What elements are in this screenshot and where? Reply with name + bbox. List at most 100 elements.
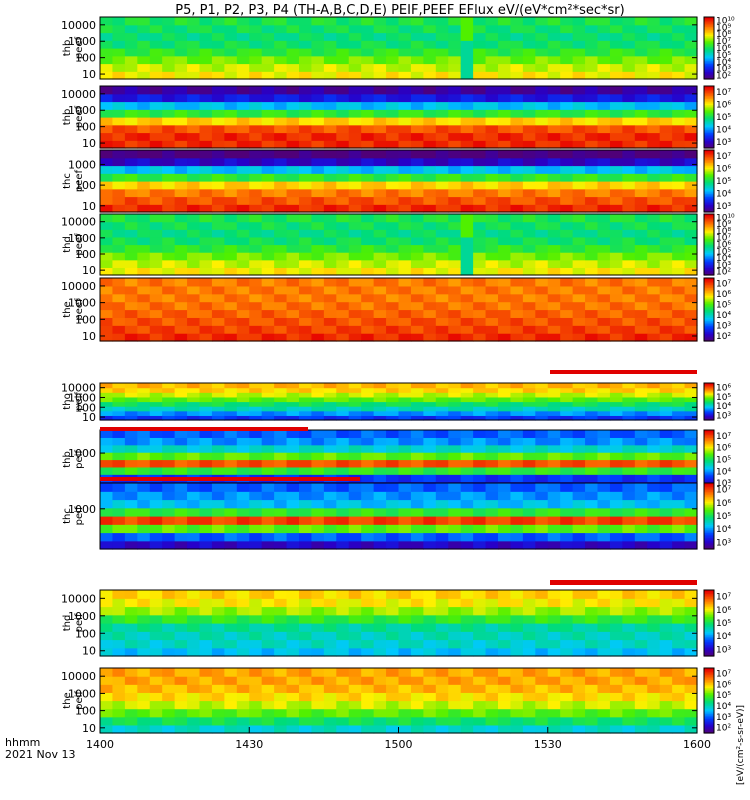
spectrogram-cell	[236, 466, 250, 475]
spectrogram-cell	[100, 229, 114, 238]
spectrogram-cell	[684, 668, 698, 677]
spectrogram-cell	[174, 124, 188, 134]
spectrogram-cell	[572, 124, 586, 134]
spectrogram-cell	[647, 140, 661, 149]
spectrogram-cell	[672, 214, 686, 223]
spectrogram-cell	[386, 676, 400, 685]
spectrogram-cell	[510, 516, 524, 525]
spectrogram-cell	[547, 708, 561, 718]
colorbar-cell	[704, 721, 714, 724]
spectrogram-cell	[236, 124, 250, 134]
spectrogram-cell	[435, 93, 449, 103]
spectrogram-cell	[634, 466, 648, 475]
spectrogram-cell	[609, 639, 623, 649]
spectrogram-cell	[647, 590, 661, 599]
spectrogram-cell	[286, 93, 300, 103]
spectrogram-cell	[647, 55, 661, 65]
spectrogram-cell	[261, 700, 275, 710]
colorbar-cell	[704, 99, 714, 103]
spectrogram-cell	[162, 524, 176, 534]
spectrogram-cell	[236, 614, 250, 624]
spectrogram-cell	[435, 86, 449, 95]
spectrogram-cell	[137, 676, 151, 685]
spectrogram-cell	[137, 614, 151, 624]
spectrogram-cell	[423, 524, 437, 534]
spectrogram-cell	[112, 507, 126, 517]
spectrogram-cell	[124, 86, 138, 95]
spectrogram-cell	[162, 259, 176, 268]
spectrogram-cell	[609, 406, 623, 412]
colorbar-cell	[704, 112, 714, 115]
spectrogram-cell	[299, 317, 313, 326]
spectrogram-cell	[572, 204, 586, 213]
spectrogram-cell	[174, 491, 188, 501]
spectrogram-cell	[100, 214, 114, 223]
spectrogram-cell	[311, 406, 325, 412]
spectrogram-cell	[386, 392, 400, 398]
spectrogram-cell	[100, 150, 114, 159]
spectrogram-cell	[137, 459, 151, 468]
spectrogram-cell	[336, 259, 350, 268]
spectrogram-cell	[647, 71, 661, 80]
spectrogram-cell	[286, 668, 300, 677]
spectrogram-cell	[311, 631, 325, 641]
spectrogram-cell	[473, 140, 487, 149]
spectrogram-cell	[684, 396, 698, 403]
spectrogram-cell	[224, 716, 238, 726]
spectrogram-cell	[211, 444, 225, 453]
spectrogram-cell	[336, 444, 350, 453]
spectrogram-cell	[261, 692, 275, 702]
spectrogram-cell	[211, 606, 225, 616]
spectrogram-cell	[560, 309, 574, 318]
colorbar-cell	[704, 477, 714, 480]
spectrogram-cell	[137, 214, 151, 223]
spectrogram-cell	[149, 387, 163, 393]
spectrogram-cell	[373, 516, 387, 525]
colorbar-cell	[704, 75, 714, 79]
spectrogram-cell	[386, 63, 400, 72]
spectrogram-cell	[423, 614, 437, 624]
spectrogram-cell	[560, 285, 574, 295]
spectrogram-cell	[100, 124, 114, 134]
spectrogram-cell	[174, 590, 188, 599]
colorbar-tick-label: 10³	[716, 202, 731, 212]
spectrogram-cell	[149, 32, 163, 41]
spectrogram-cell	[236, 516, 250, 525]
spectrogram-cell	[286, 333, 300, 342]
spectrogram-cell	[323, 196, 337, 205]
spectrogram-cell	[659, 474, 673, 483]
spectrogram-cell	[684, 236, 698, 246]
spectrogram-cell	[261, 309, 275, 318]
spectrogram-cell	[572, 700, 586, 710]
spectrogram-cell	[622, 401, 636, 407]
colorbar-cell	[704, 685, 714, 689]
spectrogram-cell	[460, 214, 474, 223]
spectrogram-cell	[522, 383, 536, 389]
spectrogram-cell	[149, 647, 163, 657]
spectrogram-cell	[224, 188, 238, 198]
spectrogram-cell	[448, 259, 462, 268]
spectrogram-cell	[460, 532, 474, 542]
spectrogram-cell	[348, 631, 362, 641]
spectrogram-cell	[448, 668, 462, 677]
spectrogram-cell	[249, 63, 263, 72]
spectrogram-cell	[535, 724, 549, 734]
spectrogram-cell	[423, 63, 437, 72]
spectrogram-cell	[498, 244, 512, 253]
spectrogram-cell	[535, 444, 549, 453]
colorbar-cell	[704, 109, 714, 112]
spectrogram-cell	[647, 459, 661, 468]
spectrogram-cell	[199, 173, 213, 182]
spectrogram-cell	[672, 32, 686, 41]
spectrogram-cell	[187, 430, 201, 438]
spectrogram-cell	[199, 267, 213, 276]
spectrogram-cell	[410, 93, 424, 103]
spectrogram-cell	[460, 430, 474, 438]
spectrogram-cell	[187, 124, 201, 134]
spectrogram-cell	[211, 214, 225, 223]
spectrogram-cell	[684, 32, 698, 41]
colorbar-cell	[704, 700, 714, 703]
spectrogram-cell	[410, 676, 424, 685]
spectrogram-cell	[460, 466, 474, 475]
spectrogram-cell	[473, 17, 487, 26]
